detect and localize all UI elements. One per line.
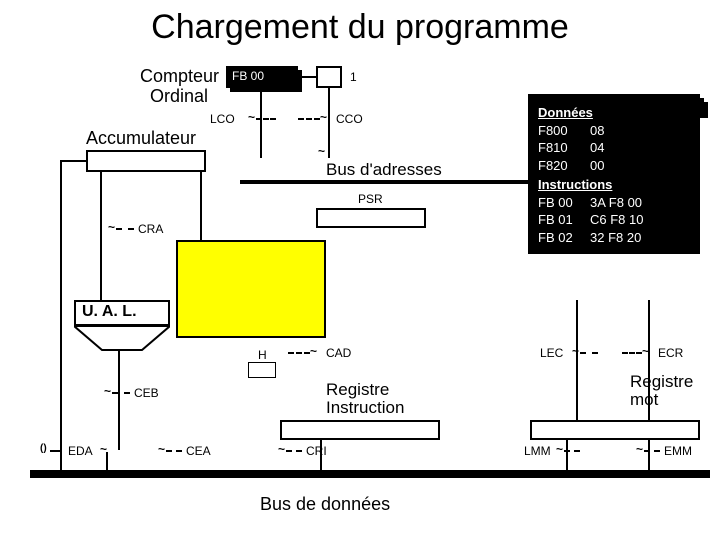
gate-cra: ~ bbox=[108, 222, 115, 232]
reg-instr-box bbox=[280, 420, 440, 440]
wire-eda bbox=[106, 452, 108, 472]
memory-data-header: Données bbox=[538, 104, 690, 122]
lmm-label: LMM bbox=[524, 444, 551, 458]
dash-cra bbox=[116, 228, 134, 230]
wire-co-inc bbox=[298, 76, 316, 78]
dash-cad bbox=[288, 352, 310, 354]
gate-bus-adr: ~ bbox=[318, 146, 325, 156]
memory-instr-header: Instructions bbox=[538, 176, 690, 194]
gate-cco: ~ bbox=[320, 112, 327, 122]
mem-addr: FB 00 bbox=[538, 194, 590, 212]
compteur-label-2: Ordinal bbox=[150, 86, 208, 107]
wire-acc-right bbox=[200, 172, 202, 242]
dash-emm bbox=[644, 450, 660, 452]
stub bbox=[520, 180, 522, 182]
emm-label: EMM bbox=[664, 444, 692, 458]
ceb-label: CEB bbox=[134, 386, 159, 400]
reg-instr-label-2: Instruction bbox=[326, 398, 404, 418]
ecr-label: ECR bbox=[658, 346, 683, 360]
page-title: Chargement du programme bbox=[0, 8, 720, 47]
wire-cri bbox=[320, 440, 322, 470]
increment-box bbox=[316, 66, 342, 88]
wire-ual-down bbox=[118, 350, 120, 450]
compteur-value: FB 00 bbox=[232, 69, 264, 83]
bus-adresses-label: Bus d'adresses bbox=[326, 160, 442, 180]
dash-ecr bbox=[622, 352, 642, 354]
eda-label: EDA bbox=[68, 444, 93, 458]
mem-val: 04 bbox=[590, 139, 690, 157]
wire-lmm bbox=[566, 440, 568, 470]
compteur-label-1: Compteur bbox=[140, 66, 219, 87]
wire-inc-down bbox=[328, 88, 330, 158]
memory-instr-row: FB 01C6 F8 10 bbox=[538, 211, 690, 229]
mem-val: 00 bbox=[590, 157, 690, 175]
mem-val: 3A F8 00 bbox=[590, 194, 690, 212]
lco-label: LCO bbox=[210, 112, 235, 126]
gate-cea: ~ bbox=[158, 444, 165, 454]
gate-lmm: ~ bbox=[556, 444, 563, 454]
mem-addr: F810 bbox=[538, 139, 590, 157]
mem-val: 32 F8 20 bbox=[590, 229, 690, 247]
mem-addr: F800 bbox=[538, 122, 590, 140]
gate-emm: ~ bbox=[636, 444, 643, 454]
memory-data-row: F81004 bbox=[538, 139, 690, 157]
memory-instr-row: FB 003A F8 00 bbox=[538, 194, 690, 212]
wire-mem-left bbox=[576, 300, 578, 420]
wire-co-down bbox=[260, 88, 262, 158]
memory-data-row: F82000 bbox=[538, 157, 690, 175]
lec-label: LEC bbox=[540, 346, 563, 360]
reg-mot-label-2: mot bbox=[630, 390, 658, 410]
wire-left-to-acc bbox=[60, 160, 88, 162]
dash-lec bbox=[580, 352, 598, 354]
cea-label: CEA bbox=[186, 444, 211, 458]
bus-adresses-bar bbox=[240, 180, 540, 184]
wire-left-rail bbox=[60, 160, 62, 472]
wire-emm bbox=[648, 440, 650, 470]
gate-cri: ~ bbox=[278, 444, 285, 454]
wire-mem-right bbox=[648, 300, 650, 420]
reg-instr-label-1: Registre bbox=[326, 380, 389, 400]
increment-label: 1 bbox=[350, 70, 357, 84]
dash-cco bbox=[298, 118, 320, 120]
gate-eda-pre: () bbox=[40, 444, 47, 454]
mem-val: C6 F8 10 bbox=[590, 211, 690, 229]
gate-lco: ~ bbox=[248, 112, 255, 122]
compteur-value-box: FB 00 bbox=[226, 66, 298, 88]
dash-cea bbox=[166, 450, 182, 452]
gate-ceb: ~ bbox=[104, 386, 111, 396]
h-box bbox=[248, 362, 276, 378]
mem-val: 08 bbox=[590, 122, 690, 140]
memory-box: Données F80008 F81004 F82000 Instruction… bbox=[528, 94, 700, 254]
reg-mot-box bbox=[530, 420, 700, 440]
psr-box bbox=[316, 208, 426, 228]
mem-addr: FB 02 bbox=[538, 229, 590, 247]
cra-label: CRA bbox=[138, 222, 163, 236]
yellow-box bbox=[176, 240, 326, 338]
accumulateur-label: Accumulateur bbox=[86, 128, 196, 149]
reg-mot-label-1: Registre bbox=[630, 372, 693, 392]
mem-addr: FB 01 bbox=[538, 211, 590, 229]
dash-ceb bbox=[112, 392, 130, 394]
dash-cri bbox=[286, 450, 302, 452]
psr-label: PSR bbox=[358, 192, 383, 206]
dash-lco bbox=[256, 118, 276, 120]
cco-label: CCO bbox=[336, 112, 363, 126]
cri-label: CRI bbox=[306, 444, 327, 458]
h-label: H bbox=[258, 348, 267, 362]
mem-addr: F820 bbox=[538, 157, 590, 175]
ual-trapezoid bbox=[74, 326, 170, 352]
bus-donnees-label: Bus de données bbox=[260, 494, 390, 515]
bus-donnees-bar bbox=[30, 470, 710, 478]
memory-instr-row: FB 0232 F8 20 bbox=[538, 229, 690, 247]
cad-label: CAD bbox=[326, 346, 351, 360]
accumulateur-box bbox=[86, 150, 206, 172]
gate-cad: ~ bbox=[310, 346, 317, 356]
ual-label: U. A. L. bbox=[82, 303, 137, 321]
wire-acc-left bbox=[100, 172, 102, 302]
memory-data-row: F80008 bbox=[538, 122, 690, 140]
